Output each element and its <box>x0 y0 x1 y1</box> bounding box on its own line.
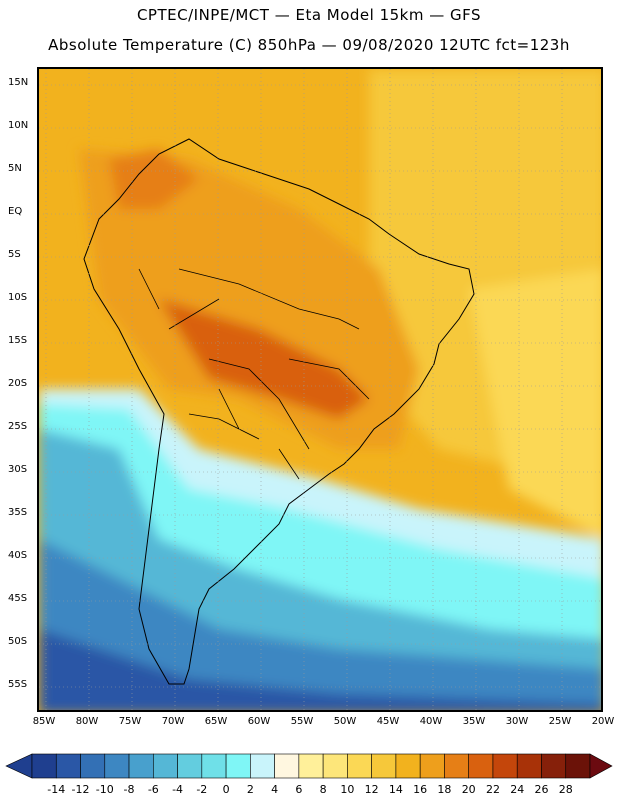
field-cold-5 <box>39 629 601 710</box>
lat-label: 10S <box>8 292 28 303</box>
lon-label: 25W <box>548 716 572 727</box>
colorbar-cell <box>177 753 203 779</box>
colorbar-cell <box>371 753 397 779</box>
south-america-outline <box>83 138 475 685</box>
lon-label: 35W <box>462 716 486 727</box>
field-core-dark <box>159 299 369 419</box>
colorbar-cell <box>347 753 372 779</box>
lon-label: 65W <box>204 716 228 727</box>
colorbar-tick-label: 0 <box>222 783 230 796</box>
lat-label: 50S <box>8 636 28 647</box>
lon-label: 80W <box>75 716 99 727</box>
lat-label: 20S <box>8 378 28 389</box>
field-cold-4 <box>39 539 601 710</box>
colorbar-tick-label: 16 <box>413 783 428 796</box>
colorbar-cell <box>250 753 275 779</box>
colorbar-cell <box>468 753 494 779</box>
colorbar-cell <box>395 753 421 779</box>
lon-label: 30W <box>505 716 529 727</box>
lon-label: 85W <box>32 716 56 727</box>
colorbar-tick-label: -14 <box>47 783 66 796</box>
lat-label: 15S <box>8 335 28 346</box>
colorbar-tick-label: 26 <box>534 783 549 796</box>
lon-label: 45W <box>376 716 400 727</box>
lat-label: 5S <box>8 249 21 260</box>
title-line-1: CPTEC/INPE/MCT — Eta Model 15km — GFS <box>136 6 482 24</box>
lat-label: 35S <box>8 507 28 518</box>
colorbar-tick-label: 10 <box>340 783 355 796</box>
colorbar-tick-label: 22 <box>485 783 500 796</box>
colorbar-cell <box>153 753 178 779</box>
lon-label: 55W <box>290 716 314 727</box>
colorbar-tick-label: -4 <box>172 783 184 796</box>
lat-label: 5N <box>8 163 22 174</box>
colorbar-tick-label: -2 <box>196 783 208 796</box>
colorbar-cell <box>55 753 81 779</box>
colorbar-tick-label: -6 <box>147 783 159 796</box>
colorbar-tick-label: 18 <box>437 783 452 796</box>
title-line-2: Absolute Temperature (C) 850hPa — 09/08/… <box>48 36 570 54</box>
lat-label: EQ <box>8 206 23 217</box>
colorbar-tick-label: 4 <box>271 783 279 796</box>
colorbar-tick-label: 6 <box>295 783 303 796</box>
lon-label: 70W <box>161 716 185 727</box>
lat-label: 45S <box>8 593 28 604</box>
colorbar-tick-label: -12 <box>71 783 90 796</box>
colorbar-tick-label: 12 <box>364 783 379 796</box>
colorbar-cell <box>80 753 106 779</box>
colorbar-cell <box>516 753 542 779</box>
temperature-map <box>37 67 603 712</box>
colorbar <box>5 753 613 779</box>
lat-label: 15N <box>8 77 29 88</box>
colorbar-cell <box>322 753 348 779</box>
colorbar-tick-label: 20 <box>461 783 476 796</box>
colorbar-cell <box>419 753 445 779</box>
colorbar-tick-label: 8 <box>319 783 327 796</box>
colorbar-cell <box>31 753 57 779</box>
lon-label: 20W <box>591 716 615 727</box>
lon-label: 40W <box>419 716 443 727</box>
colorbar-tick-label: -10 <box>95 783 114 796</box>
colorbar-tick-label: 24 <box>510 783 525 796</box>
colorbar-cell <box>128 753 154 779</box>
lon-label: 50W <box>333 716 357 727</box>
colorbar-cell <box>225 753 251 779</box>
colorbar-cell <box>298 753 324 779</box>
colorbar-cell <box>444 753 469 779</box>
colorbar-tick-label: 28 <box>558 783 573 796</box>
lon-label: 75W <box>118 716 142 727</box>
colorbar-tick-label: 14 <box>388 783 403 796</box>
lon-label: 60W <box>247 716 271 727</box>
lat-label: 55S <box>8 679 28 690</box>
colorbar-cell <box>104 753 130 779</box>
colorbar-arrow-left <box>5 753 33 779</box>
field-east-lighter <box>469 269 601 537</box>
colorbar-cell <box>201 753 227 779</box>
lat-label: 10N <box>8 120 29 131</box>
field-north-dark <box>109 149 199 209</box>
colorbar-cell <box>541 753 567 779</box>
colorbar-cell <box>274 753 300 779</box>
colorbar-tick-label: 2 <box>246 783 254 796</box>
colorbar-cell <box>492 753 518 779</box>
lat-label: 40S <box>8 550 28 561</box>
colorbar-tick-label: -8 <box>123 783 135 796</box>
lat-label: 30S <box>8 464 28 475</box>
lat-label: 25S <box>8 421 28 432</box>
colorbar-arrow-right <box>589 753 613 779</box>
colorbar-cell <box>565 753 591 779</box>
